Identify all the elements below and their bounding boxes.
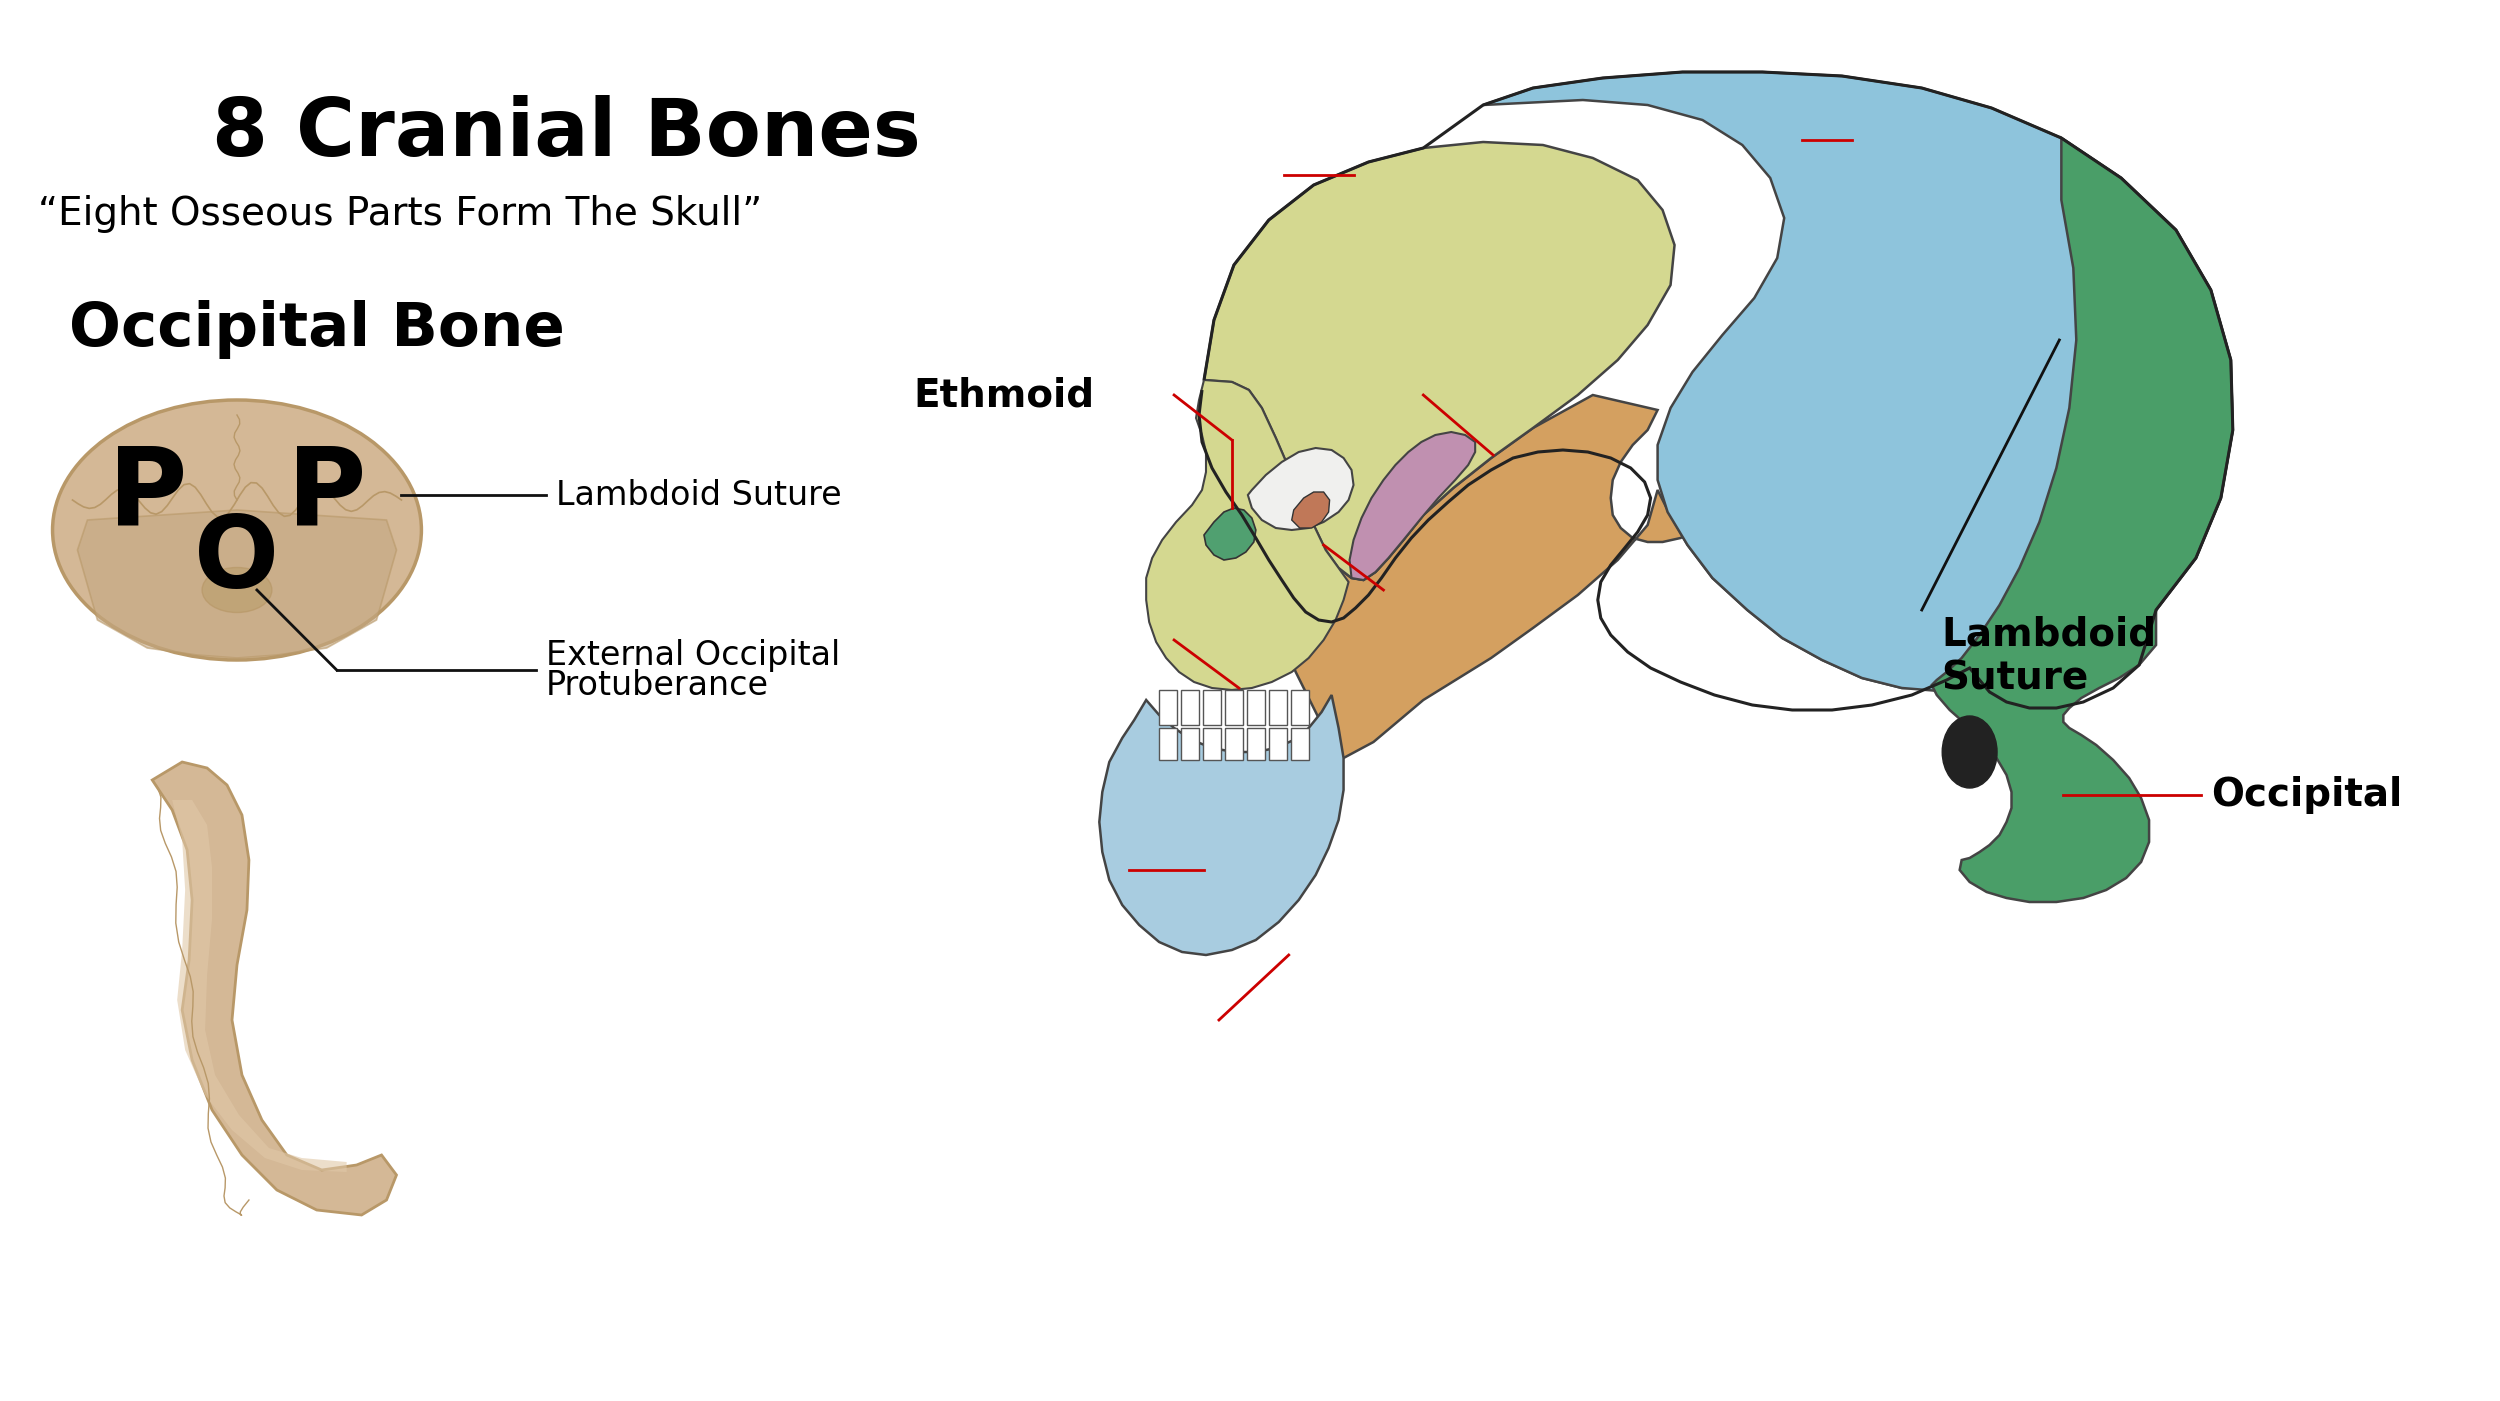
Text: P: P	[107, 441, 188, 548]
Bar	[1248, 729, 1265, 759]
Ellipse shape	[52, 401, 423, 660]
Polygon shape	[173, 800, 348, 1173]
Polygon shape	[152, 762, 398, 1215]
Bar	[1270, 729, 1288, 759]
Bar	[1202, 691, 1220, 724]
Text: Occipital Bone: Occipital Bone	[70, 300, 565, 359]
Polygon shape	[1250, 335, 2095, 758]
Text: Occipital: Occipital	[2210, 776, 2402, 814]
Ellipse shape	[1942, 716, 1998, 787]
Bar	[1202, 729, 1220, 759]
Polygon shape	[1205, 142, 1675, 580]
Text: “Eight Osseous Parts Form The Skull”: “Eight Osseous Parts Form The Skull”	[38, 195, 762, 233]
Bar	[1160, 729, 1177, 759]
Bar	[1270, 691, 1288, 724]
Text: Lambdoid
Suture: Lambdoid Suture	[1942, 615, 2158, 698]
Bar	[1290, 729, 1308, 759]
Bar	[1225, 691, 1242, 724]
Polygon shape	[1350, 432, 1475, 580]
Polygon shape	[1205, 509, 1255, 560]
Polygon shape	[1482, 71, 2232, 692]
Polygon shape	[1100, 695, 1342, 955]
Bar	[1160, 691, 1177, 724]
Text: External Occipital: External Occipital	[545, 639, 840, 671]
Polygon shape	[1932, 139, 2232, 902]
Text: Lambdoid Suture: Lambdoid Suture	[555, 479, 842, 511]
Bar	[1225, 729, 1242, 759]
Polygon shape	[1145, 380, 1348, 691]
Bar	[1180, 691, 1200, 724]
Ellipse shape	[202, 567, 272, 612]
Polygon shape	[1292, 492, 1330, 528]
Bar	[1180, 729, 1200, 759]
Text: O: O	[195, 511, 280, 608]
Text: Ethmoid: Ethmoid	[912, 375, 1095, 415]
Text: Protuberance: Protuberance	[545, 668, 770, 702]
Text: P: P	[288, 441, 368, 548]
Bar	[1290, 691, 1308, 724]
Polygon shape	[78, 510, 398, 658]
Bar	[1248, 691, 1265, 724]
Polygon shape	[1248, 448, 1352, 530]
Text: 8 Cranial Bones: 8 Cranial Bones	[213, 95, 920, 172]
